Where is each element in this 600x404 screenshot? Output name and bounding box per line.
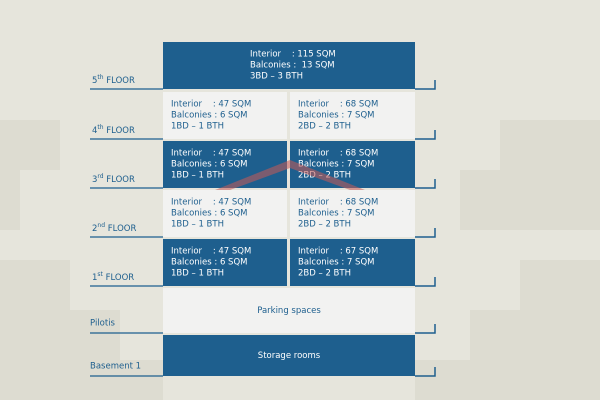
right-bracket — [415, 228, 436, 238]
pilotis-text: Parking spaces — [257, 306, 321, 316]
unit-info: Balconies : 7 SQM — [298, 111, 374, 121]
unit-info: Interior : 67 SQM — [298, 247, 378, 257]
floor-number: 4 — [92, 126, 97, 136]
unit-info: 3BD – 3 BTH — [250, 72, 303, 82]
unit-cell — [290, 141, 415, 188]
basement-label: Basement 1 — [90, 362, 141, 372]
floor-word: FLOOR — [103, 273, 134, 283]
unit-cell — [163, 239, 287, 286]
unit-info: Balconies : 6 SQM — [171, 258, 247, 268]
unit-info: Interior : 68 SQM — [298, 198, 378, 208]
right-bracket — [415, 179, 436, 189]
right-bracket — [415, 80, 436, 90]
floor-suffix: rd — [97, 173, 103, 180]
right-bracket — [415, 367, 436, 377]
floor-word: FLOOR — [104, 76, 135, 86]
unit-info: Interior : 68 SQM — [298, 100, 378, 110]
floor-label: 2nd FLOOR — [92, 222, 136, 234]
unit-cell — [163, 42, 415, 89]
watermark-logo — [215, 160, 365, 190]
unit-cell — [290, 190, 415, 237]
unit-info: 2BD – 2 BTH — [298, 122, 351, 132]
unit-cell — [163, 92, 287, 139]
pilotis-cell — [163, 288, 415, 333]
unit-info: Interior : 47 SQM — [171, 247, 251, 257]
floor-label: 3rd FLOOR — [92, 173, 135, 185]
pilotis-label: Pilotis — [90, 319, 116, 329]
unit-cell — [290, 239, 415, 286]
floor-suffix: th — [97, 74, 103, 81]
unit-info: Balconies : 6 SQM — [171, 111, 247, 121]
floor-number: 5 — [92, 76, 97, 86]
floor-word: FLOOR — [105, 224, 136, 234]
floor-label: 4th FLOOR — [92, 124, 135, 136]
floor-suffix: st — [97, 271, 103, 278]
unit-info: Balconies : 7 SQM — [298, 160, 374, 170]
unit-info: Balconies : 6 SQM — [171, 209, 247, 219]
basement-cell — [163, 335, 415, 376]
unit-info: 1BD – 1 BTH — [171, 122, 224, 132]
floor-word: FLOOR — [104, 126, 135, 136]
stairs-backdrop — [0, 120, 600, 400]
unit-info: 2BD – 2 BTH — [298, 220, 351, 230]
right-bracket — [415, 324, 436, 334]
unit-info: 2BD – 2 BTH — [298, 269, 351, 279]
floor-label: 1st FLOOR — [92, 271, 134, 283]
right-bracket — [415, 130, 436, 140]
basement-text: Storage rooms — [258, 351, 321, 361]
unit-cell — [290, 92, 415, 139]
unit-info: Balconies : 13 SQM — [250, 61, 335, 71]
floor-number: 2 — [92, 224, 97, 234]
unit-info: Interior : 47 SQM — [171, 100, 251, 110]
unit-info: Interior : 47 SQM — [171, 198, 251, 208]
unit-cell — [163, 141, 287, 188]
floor-number: 3 — [92, 175, 97, 185]
unit-info: Balconies : 6 SQM — [171, 160, 247, 170]
floor-word: FLOOR — [104, 175, 135, 185]
floor-suffix: nd — [97, 222, 105, 229]
unit-info: 1BD – 1 BTH — [171, 269, 224, 279]
floor-number: 1 — [92, 273, 97, 283]
right-bracket — [415, 277, 436, 287]
unit-info: Interior : 68 SQM — [298, 149, 378, 159]
unit-info: Balconies : 7 SQM — [298, 209, 374, 219]
unit-info: Balconies : 7 SQM — [298, 258, 374, 268]
unit-info: Interior : 47 SQM — [171, 149, 251, 159]
unit-info: 1BD – 1 BTH — [171, 171, 224, 181]
floor-label: 5th FLOOR — [92, 74, 135, 86]
unit-cell — [163, 190, 287, 237]
unit-info: 1BD – 1 BTH — [171, 220, 224, 230]
unit-info: Interior : 115 SQM — [250, 50, 336, 60]
floor-suffix: th — [97, 124, 103, 131]
